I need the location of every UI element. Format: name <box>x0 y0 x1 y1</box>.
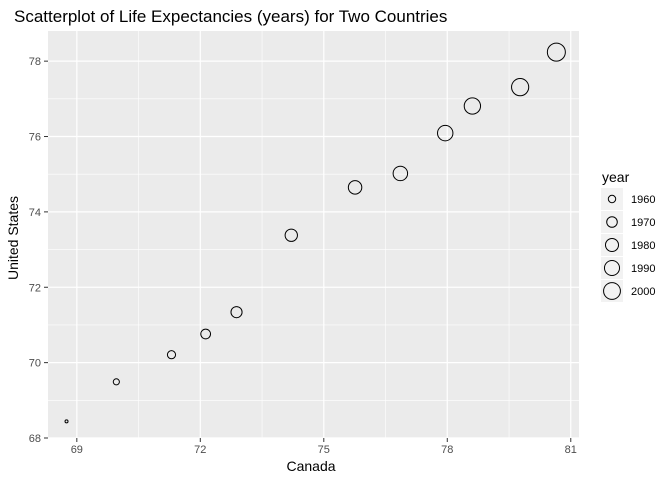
data-point <box>200 328 212 340</box>
data-point <box>112 378 120 386</box>
y-tick-label: 72 <box>29 282 41 294</box>
y-tick-label: 74 <box>29 207 41 219</box>
legend-key <box>601 188 623 210</box>
data-point <box>64 419 69 424</box>
data-points <box>64 42 566 424</box>
legend-key <box>601 234 623 256</box>
legend-entry-label: 2000 <box>631 286 655 298</box>
legend-symbol <box>603 259 621 277</box>
data-point <box>463 97 482 115</box>
data-point <box>437 124 454 142</box>
legend-symbol <box>604 237 620 253</box>
data-point <box>284 228 298 242</box>
plot-panel <box>48 31 579 438</box>
legend-key <box>601 280 623 302</box>
legend-title: year <box>602 169 630 185</box>
chart-title: Scatterplot of Life Expectancies (years)… <box>14 7 447 26</box>
legend-entry-label: 1980 <box>631 240 655 252</box>
legend-symbol <box>606 216 618 228</box>
y-axis-title: United States <box>5 196 21 280</box>
y-tick-label: 76 <box>29 132 41 144</box>
x-tick-label: 78 <box>441 444 453 456</box>
grid-major <box>48 31 579 439</box>
y-axis-ticks: 68 70 72 74 76 78 <box>29 56 48 445</box>
data-point <box>546 42 566 62</box>
x-tick-label: 72 <box>194 444 206 456</box>
data-point <box>347 180 363 195</box>
data-point <box>166 350 177 360</box>
legend: year 1960 1970 1980 1990 2000 <box>601 169 655 302</box>
x-tick-label: 69 <box>71 444 83 456</box>
x-axis-title: Canada <box>286 458 335 474</box>
legend-key <box>601 211 623 233</box>
x-tick-label: 81 <box>565 444 577 456</box>
grid-minor <box>48 31 579 438</box>
data-point <box>230 306 243 319</box>
legend-symbol <box>603 282 621 300</box>
y-tick-label: 68 <box>29 433 41 445</box>
legend-entry-label: 1970 <box>631 217 655 229</box>
y-tick-label: 70 <box>29 358 41 370</box>
legend-entry-label: 1960 <box>631 194 655 206</box>
legend-symbol <box>607 194 617 204</box>
data-point <box>511 78 530 97</box>
data-point <box>392 165 409 182</box>
x-tick-label: 75 <box>318 444 330 456</box>
x-axis-ticks: 69 72 75 78 81 <box>71 438 577 456</box>
y-tick-label: 78 <box>29 56 41 68</box>
legend-entry-label: 1990 <box>631 263 655 275</box>
